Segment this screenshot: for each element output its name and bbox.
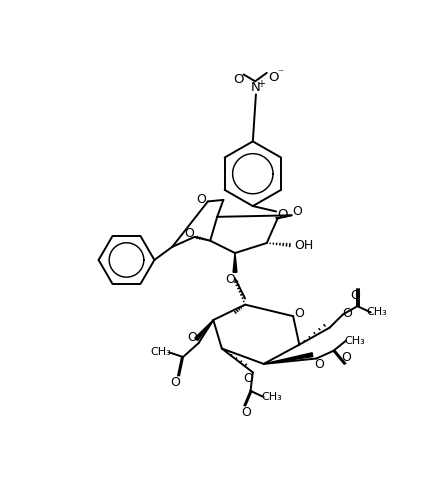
- Text: O: O: [241, 406, 251, 419]
- Text: ⁻: ⁻: [277, 68, 283, 78]
- Text: O: O: [225, 273, 235, 286]
- Text: O: O: [170, 376, 180, 389]
- Text: O: O: [184, 227, 194, 240]
- Text: O: O: [269, 71, 279, 84]
- Text: O: O: [343, 307, 352, 320]
- Text: O: O: [187, 331, 197, 344]
- Text: O: O: [197, 193, 206, 206]
- Text: CH₃: CH₃: [262, 392, 283, 402]
- Text: O: O: [294, 307, 304, 320]
- Polygon shape: [195, 320, 213, 341]
- Text: CH₃: CH₃: [150, 348, 171, 358]
- Text: O: O: [277, 208, 288, 221]
- Text: O: O: [243, 372, 253, 385]
- Text: O: O: [292, 205, 302, 218]
- Text: O: O: [233, 73, 243, 86]
- Text: O: O: [350, 289, 360, 302]
- Text: O: O: [342, 351, 352, 364]
- Text: CH₃: CH₃: [366, 307, 387, 317]
- Text: +: +: [257, 79, 265, 89]
- Text: O: O: [315, 358, 324, 371]
- Text: OH: OH: [294, 239, 313, 252]
- Text: CH₃: CH₃: [344, 336, 365, 346]
- Polygon shape: [276, 218, 280, 219]
- Polygon shape: [264, 353, 313, 364]
- Text: N: N: [250, 81, 260, 94]
- Polygon shape: [233, 253, 237, 272]
